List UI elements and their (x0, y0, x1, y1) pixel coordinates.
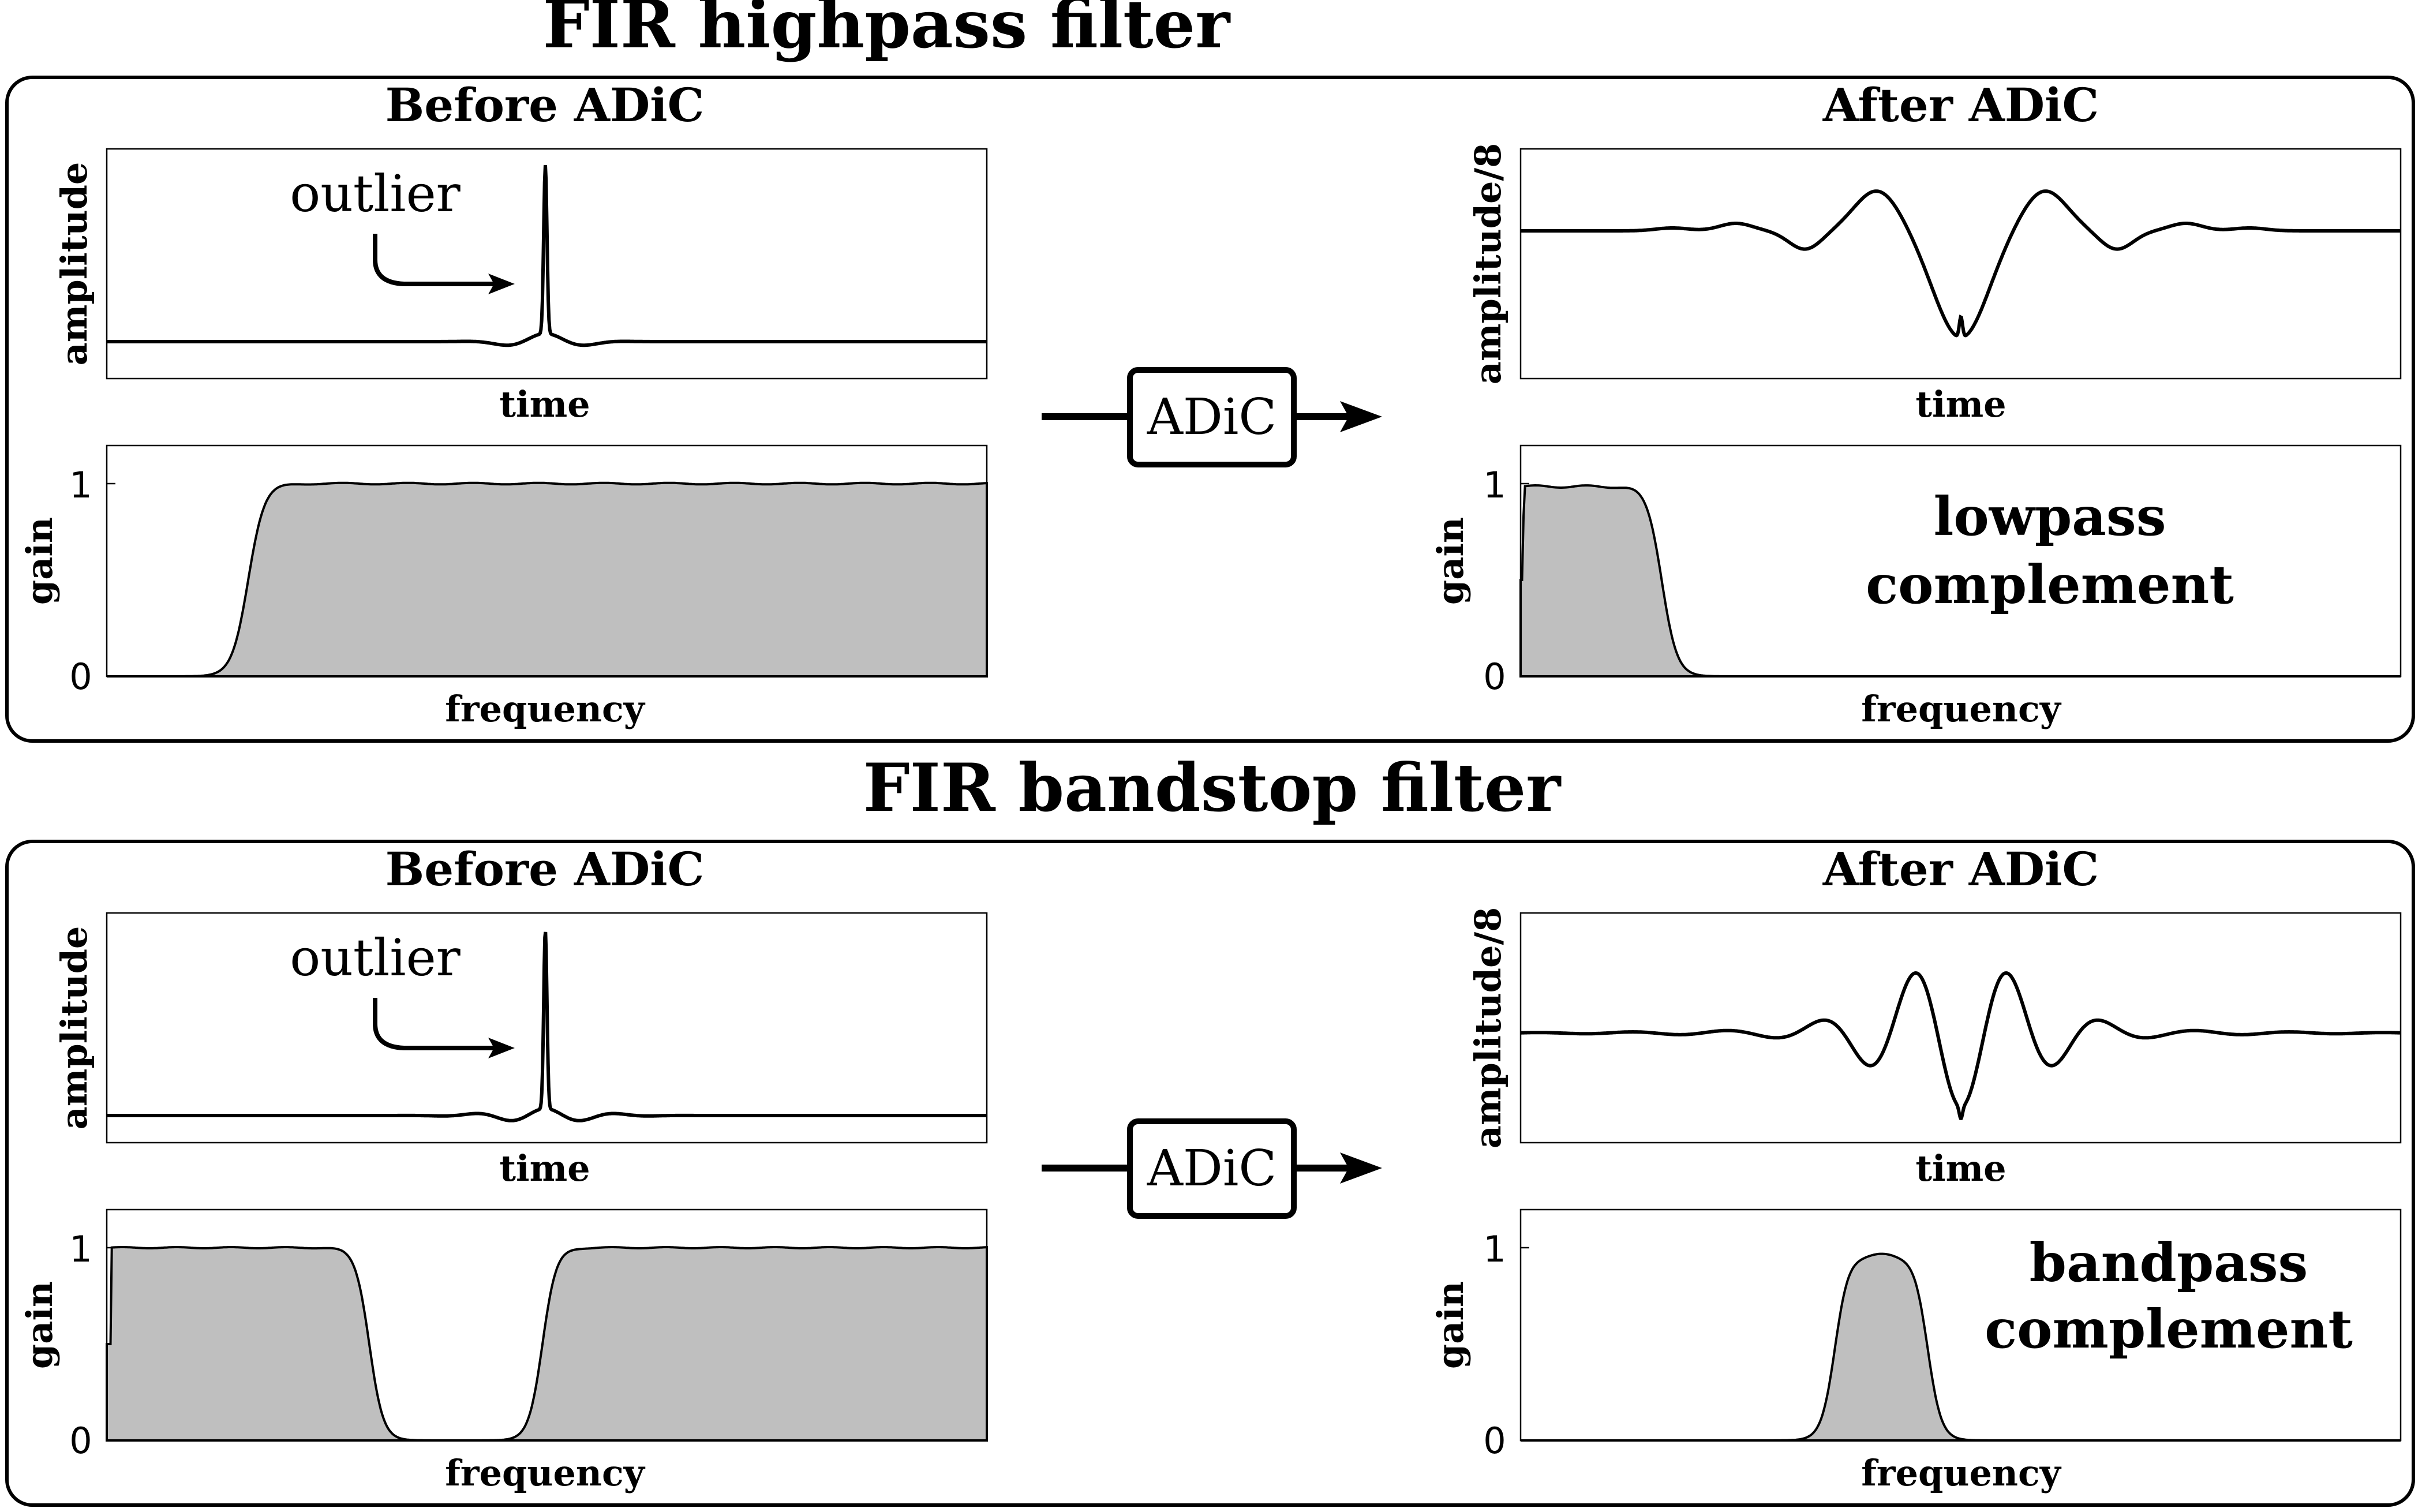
complement-label-line2: complement (1985, 1298, 2353, 1360)
y-tick-label-0: 0 (69, 1420, 92, 1462)
x-axis-label: frequency (1861, 688, 2061, 730)
y-axis-label: amplitude (53, 162, 95, 366)
plot-frame (1519, 912, 2402, 1144)
outlier-arrow-icon (373, 234, 496, 286)
before-title: Before ADiC (385, 842, 705, 896)
y-tick-label-0: 0 (69, 656, 92, 698)
x-axis-label: time (1915, 383, 2006, 425)
plot-frame (106, 912, 988, 1144)
right-arrow-icon (1340, 1152, 1382, 1184)
adic-box-label: ADiC (1147, 1140, 1276, 1197)
after-gain-plot: 0 1 gain frequency lowpass complement (1429, 444, 2402, 730)
right-arrow-icon (1340, 401, 1382, 432)
complement-response-line (1521, 971, 2401, 1120)
outlier-annotation: outlier (290, 164, 461, 223)
y-axis-label: amplitude/8 (1467, 143, 1509, 385)
before-title: Before ADiC (385, 78, 705, 132)
outlier-arrow-icon (373, 998, 496, 1050)
panel-title: FIR bandstop filter (863, 749, 1562, 826)
highpass-panel: FIR highpass filter Before ADiC After AD… (5, 0, 2415, 743)
x-axis-label: frequency (445, 688, 645, 730)
panel-frame (5, 840, 2415, 1507)
complement-label-line1: lowpass (1933, 485, 2166, 548)
after-gain-plot: 0 1 gain frequency bandpass complement (1429, 1208, 2402, 1494)
complement-label-line2: complement (1866, 553, 2234, 616)
after-title: After ADiC (1822, 842, 2099, 896)
impulse-response-line (107, 931, 987, 1122)
y-tick-label-0: 0 (1483, 1420, 1506, 1462)
x-axis-label: time (1915, 1147, 2006, 1189)
plot-frame (1519, 148, 2402, 380)
complement-label-line1: bandpass (2030, 1232, 2308, 1294)
y-axis-label: gain (18, 1281, 61, 1369)
impulse-response-line (107, 164, 987, 347)
y-axis-label: amplitude (53, 926, 95, 1130)
bandstop-panel: FIR bandstop filter Before ADiC After AD… (5, 749, 2415, 1507)
lowpass-gain-curve (1519, 484, 2401, 678)
y-tick-label-1: 1 (1483, 1228, 1506, 1270)
x-axis-label: time (499, 1147, 590, 1189)
before-gain-plot: 0 1 gain frequency (18, 444, 988, 730)
y-axis-label: gain (1429, 1281, 1472, 1369)
before-time-plot: amplitude time outlier (53, 912, 988, 1189)
y-tick-label-1: 1 (1483, 464, 1506, 506)
highpass-gain-curve (107, 481, 988, 678)
plot-frame (106, 148, 988, 380)
before-gain-plot: 0 1 gain frequency (18, 1208, 988, 1494)
bandstop-gain-curve (106, 1246, 988, 1442)
panel-frame (5, 76, 2415, 743)
after-time-plot: amplitude/8 time (1467, 907, 2402, 1189)
panel-title: FIR highpass filter (543, 0, 1231, 63)
adic-process: ADiC (1042, 367, 1382, 467)
y-tick-label-1: 1 (69, 1228, 92, 1270)
after-title: After ADiC (1822, 78, 2099, 132)
x-axis-label: frequency (1861, 1452, 2061, 1494)
after-time-plot: amplitude/8 time (1467, 143, 2402, 425)
before-time-plot: amplitude time outlier (53, 148, 988, 425)
arrowhead-icon (488, 1038, 515, 1058)
x-axis-label: frequency (445, 1452, 645, 1494)
adic-box-label: ADiC (1147, 388, 1276, 446)
y-axis-label: gain (18, 517, 61, 605)
outlier-annotation: outlier (290, 928, 461, 987)
x-axis-label: time (499, 383, 590, 425)
y-tick-label-0: 0 (1483, 656, 1506, 698)
complement-response-line (1521, 189, 2401, 338)
y-axis-label: amplitude/8 (1467, 907, 1509, 1149)
adic-process: ADiC (1042, 1118, 1382, 1219)
bandpass-gain-curve (1521, 1252, 2401, 1442)
arrowhead-icon (488, 274, 515, 294)
y-tick-label-1: 1 (69, 464, 92, 506)
y-axis-label: gain (1429, 517, 1472, 605)
